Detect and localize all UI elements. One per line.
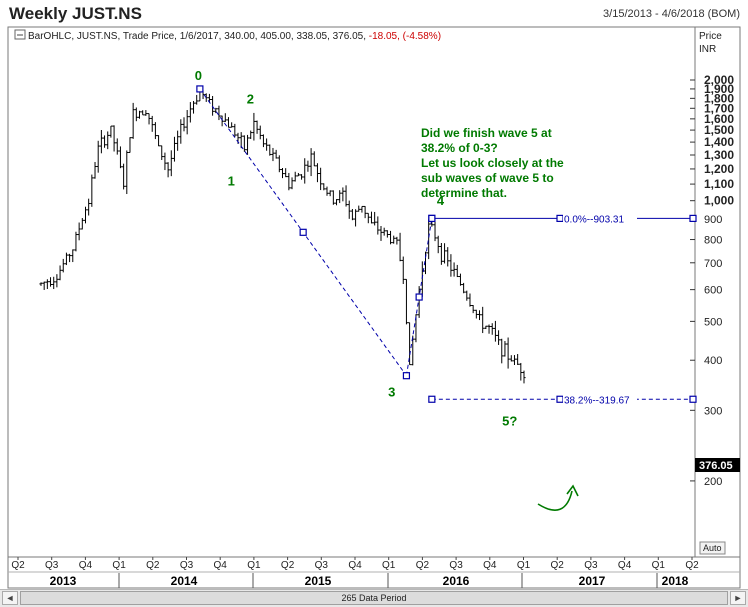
fib-handle-left (428, 214, 436, 222)
x-quarter-label: Q3 (180, 560, 194, 571)
wave-lines (196, 85, 436, 380)
y-tick-label: 1,200 (704, 162, 734, 176)
annotation-line: sub waves of wave 5 to (421, 171, 554, 185)
fib-levels: 0.0%--903.31 38.2%--319.67 (428, 212, 697, 406)
scroll-thumb[interactable]: 265 Data Period (20, 591, 728, 605)
scroll-right-button[interactable]: ► (730, 591, 746, 605)
arrow-head (566, 484, 579, 497)
auto-scale-label: Auto (703, 543, 722, 553)
scroll-left-button[interactable]: ◄ (2, 591, 18, 605)
fib-handle-mid (556, 395, 564, 403)
fib-handle-right (689, 395, 697, 403)
fib-label-bg (563, 393, 637, 405)
x-quarter-label: Q1 (112, 560, 126, 571)
wave-label-2: 2 (247, 91, 254, 106)
ohlc-bars (39, 88, 526, 384)
scrollbar[interactable]: ◄ 265 Data Period ► (0, 589, 748, 607)
y-tick-label: 1,900 (704, 82, 734, 96)
y-tick-label: 200 (704, 476, 722, 488)
annotation-text: Did we finish wave 5 at 38.2% of 0-3? Let … (421, 126, 564, 200)
y-tick-label: 300 (704, 405, 722, 417)
x-quarter-label: Q1 (247, 560, 261, 571)
y-tick-label: 900 (704, 214, 722, 226)
wave-handle (415, 293, 423, 301)
x-quarter-label: Q1 (517, 560, 531, 571)
fib-label: 0.0%--903.31 (564, 214, 624, 225)
y-axis-ticks: 2003004005006007008009001,0001,1001,2001… (690, 73, 734, 488)
x-year-label: 2013 (50, 574, 77, 588)
wave-label-1: 1 (228, 173, 235, 188)
chart-svg[interactable]: BarOHLC, JUST.NS, Trade Price, 1/6/2017,… (0, 0, 748, 589)
x-quarter-label: Q2 (146, 560, 160, 571)
x-quarter-label: Q4 (483, 560, 497, 571)
y-tick-label: 500 (704, 316, 722, 328)
x-year-label: 2015 (305, 574, 332, 588)
auto-scale-button[interactable] (699, 541, 726, 555)
y-tick-label: 2,000 (704, 73, 734, 87)
x-axis: Q2 Q3 Q4 Q1 Q2 Q3 Q4 Q1 Q2 Q3 Q4 Q1 Q2 Q3 Q4 Q1 Q2 Q3 Q4 Q1… (11, 557, 699, 588)
x-quarter-label: Q4 (79, 560, 93, 571)
price-axis-title: Price (699, 31, 722, 42)
x-quarter-label: Q2 (416, 560, 430, 571)
y-tick-label: 1,500 (704, 123, 734, 137)
x-quarter-label: Q3 (449, 560, 463, 571)
chart-title: Weekly JUST.NS (9, 4, 142, 23)
annotation-line: 38.2% of 0-3? (421, 141, 498, 155)
x-quarter-label: Q4 (348, 560, 362, 571)
annotation-line: Did we finish wave 5 at (421, 126, 552, 140)
y-tick-label: 1,000 (704, 194, 734, 208)
x-quarter-label: Q2 (551, 560, 565, 571)
wave-handle (196, 85, 204, 93)
date-range: 3/15/2013 - 4/6/2018 (BOM) (603, 8, 740, 20)
x-year-label: 2018 (662, 574, 689, 588)
fib-handle-mid (556, 214, 564, 222)
annotation-line: Let us look closely at the (421, 156, 564, 170)
y-tick-label: 800 (704, 235, 722, 247)
arrow-curve (537, 490, 573, 511)
wave-label-0: 0 (195, 68, 202, 83)
wave-label-4: 4 (437, 193, 445, 208)
currency-axis-title: INR (699, 44, 716, 55)
y-tick-label: 1,100 (704, 177, 734, 191)
y-tick-label: 1,700 (704, 101, 734, 115)
x-year-label: 2017 (579, 574, 606, 588)
x-quarter-label: Q2 (11, 560, 25, 571)
wave-handle (299, 228, 307, 236)
y-tick-label: 700 (704, 258, 722, 270)
x-quarter-label: Q1 (652, 560, 666, 571)
wave-label-5: 5? (502, 413, 517, 428)
x-quarter-label: Q3 (584, 560, 598, 571)
fib-handle-left (428, 395, 436, 403)
y-tick-label: 400 (704, 355, 722, 367)
fib-label-bg (563, 212, 637, 224)
wave-label-3: 3 (388, 385, 395, 400)
y-tick-label: 1,300 (704, 148, 734, 162)
x-quarter-label: Q4 (214, 560, 228, 571)
x-quarter-label: Q2 (685, 560, 699, 571)
current-price-tag (695, 458, 740, 472)
x-quarter-label: Q3 (315, 560, 329, 571)
y-tick-label: 1,800 (704, 91, 734, 105)
fib-handle-right (689, 214, 697, 222)
legend-change: -18.05, (-4.58%) (369, 31, 441, 42)
y-tick-label: 1,400 (704, 135, 734, 149)
title-bar: Weekly JUST.NS 3/15/2013 - 4/6/2018 (BOM… (0, 0, 748, 28)
legend-text: BarOHLC, JUST.NS, Trade Price, 1/6/2017,… (28, 31, 441, 42)
x-year-label: 2014 (171, 574, 198, 588)
x-year-label: 2016 (443, 574, 470, 588)
x-quarter-label: Q3 (45, 560, 59, 571)
current-price-value: 376.05 (699, 460, 733, 472)
fib-label: 38.2%--319.67 (564, 395, 630, 406)
wave-handle (402, 372, 411, 380)
y-tick-label: 1,600 (704, 112, 734, 126)
plot-frame (7, 26, 696, 558)
y-tick-label: 600 (704, 285, 722, 297)
annotation-line: determine that. (421, 186, 507, 200)
x-quarter-label: Q2 (281, 560, 295, 571)
x-quarter-label: Q1 (382, 560, 396, 571)
wave-labels: 0 1 2 3 4 5? (195, 68, 518, 428)
x-quarter-label: Q4 (618, 560, 632, 571)
